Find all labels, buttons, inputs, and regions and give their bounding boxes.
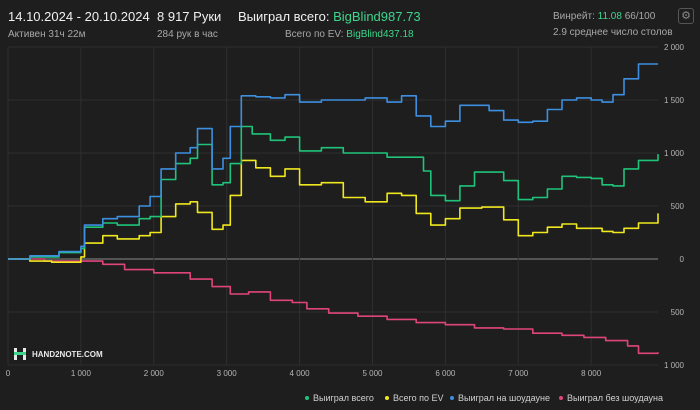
x-tick-label: 5 000 bbox=[362, 369, 383, 378]
hand2note-logo-mark bbox=[14, 348, 26, 360]
winrate-value: 11.08 bbox=[597, 11, 622, 22]
x-tick-label: 4 000 bbox=[290, 369, 311, 378]
x-tick-label: 0 bbox=[6, 369, 11, 378]
y-tick-label: 500 bbox=[671, 308, 685, 317]
y-tick-label: 1 000 bbox=[664, 149, 685, 158]
winrate-rest: 66/100 bbox=[624, 11, 656, 22]
ev-total-value: BigBlind437.18 bbox=[346, 29, 414, 40]
y-tick-label: 2 000 bbox=[664, 43, 685, 52]
legend-marker bbox=[385, 396, 389, 400]
active-time: Активен 31ч 22м bbox=[8, 29, 86, 40]
hand2note-logo: HAND2NOTE.COM bbox=[14, 348, 103, 360]
y-axis-ticks: 2 000 1 500 1 000 500 0 500 1 000 bbox=[664, 43, 685, 370]
series-line bbox=[8, 159, 659, 263]
won-total: Выиграл всего: BigBlind987.73 bbox=[238, 9, 421, 24]
chart-series bbox=[8, 63, 659, 355]
hands-count: 8 917 Руки bbox=[157, 9, 222, 24]
legend-label[interactable]: Выиграл на шоудауне bbox=[458, 393, 550, 403]
legend-label[interactable]: Выиграл без шоудауна bbox=[567, 393, 663, 403]
y-tick-label: 1 500 bbox=[664, 96, 685, 105]
y-tick-label: 500 bbox=[671, 202, 685, 211]
legend-marker bbox=[305, 396, 309, 400]
x-tick-label: 2 000 bbox=[144, 369, 165, 378]
ev-total: Всего по EV: BigBlind437.18 bbox=[285, 29, 414, 40]
legend-label[interactable]: Всего по EV bbox=[393, 393, 443, 403]
y-tick-label: 0 bbox=[680, 255, 685, 264]
chart-legend: Выиграл всего Всего по EV Выиграл на шоуда… bbox=[305, 393, 663, 403]
gear-icon[interactable]: ⚙ bbox=[678, 8, 694, 24]
legend-marker bbox=[450, 396, 454, 400]
hands-per-hour: 284 рук в час bbox=[157, 29, 218, 40]
x-axis-ticks: 0 1 000 2 000 3 000 4 000 5 000 6 000 7 000 8 00… bbox=[6, 369, 602, 378]
date-range[interactable]: 14.10.2024 - 20.10.2024 bbox=[8, 9, 150, 24]
x-tick-label: 8 000 bbox=[581, 369, 602, 378]
won-total-value: BigBlind987.73 bbox=[333, 9, 421, 24]
logo-text: HAND2NOTE.COM bbox=[32, 350, 103, 359]
chart-grid bbox=[7, 46, 658, 366]
series-line bbox=[8, 63, 658, 260]
avg-tables: 2.9 среднее число столов bbox=[553, 27, 673, 38]
x-tick-label: 7 000 bbox=[508, 369, 529, 378]
x-tick-label: 1 000 bbox=[71, 369, 92, 378]
series-line bbox=[8, 125, 659, 260]
legend-marker bbox=[559, 396, 563, 400]
legend-label[interactable]: Выиграл всего bbox=[313, 393, 374, 403]
winrate-label: Винрейт: bbox=[553, 11, 595, 22]
y-tick-label: 1 000 bbox=[664, 361, 685, 370]
winrate: Винрейт: 11.08 66/100 bbox=[553, 11, 655, 22]
header: 14.10.2024 - 20.10.2024 Активен 31ч 22м … bbox=[0, 0, 700, 46]
won-total-label: Выиграл всего: bbox=[238, 9, 330, 24]
x-tick-label: 3 000 bbox=[217, 369, 238, 378]
x-tick-label: 6 000 bbox=[435, 369, 456, 378]
ev-total-label: Всего по EV: bbox=[285, 29, 344, 40]
series-line bbox=[8, 258, 659, 355]
